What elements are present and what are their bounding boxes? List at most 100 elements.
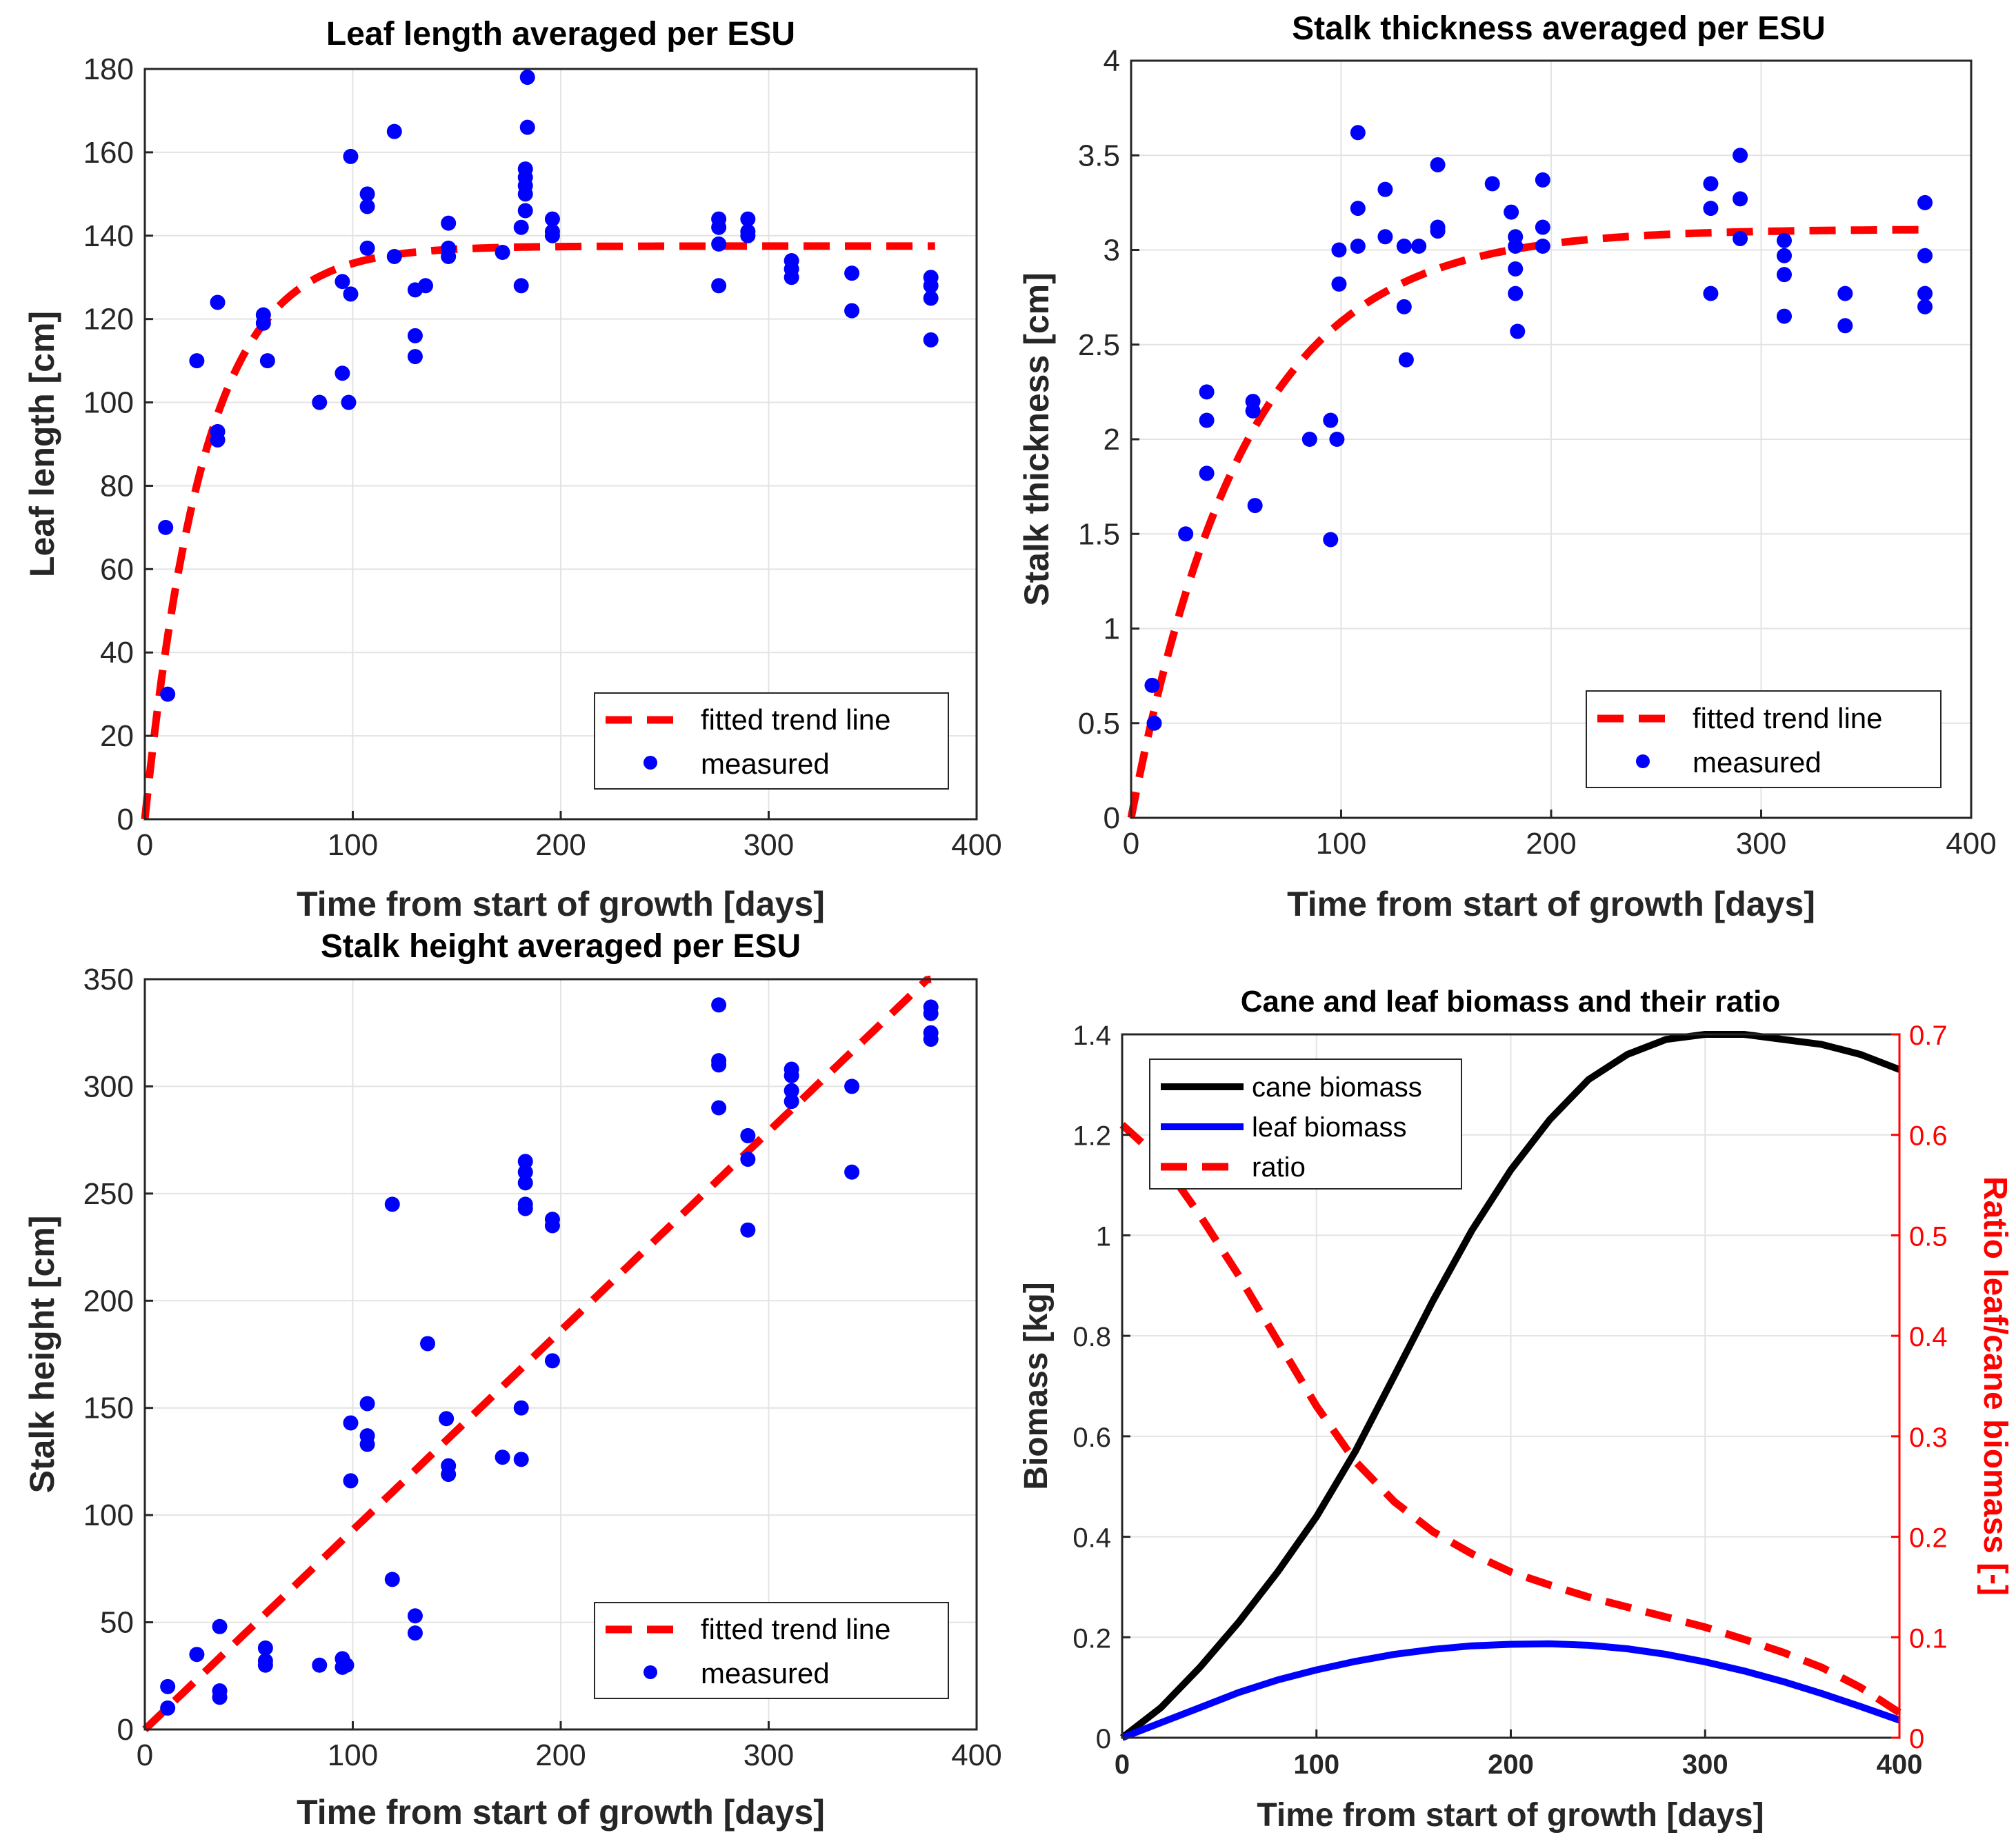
measured-point — [1247, 498, 1263, 514]
ticks-leaf-length: 0 100 200 300 400 0 20 40 60 80 100 120 140 160 180 — [83, 52, 1002, 862]
y-right-tick-label: 0.1 — [1909, 1623, 1948, 1654]
y-right-tick-label: 0.7 — [1909, 1021, 1948, 1051]
legend-label-fit: fitted trend line — [1693, 702, 1883, 734]
y-tick-label: 140 — [83, 219, 134, 253]
measured-point — [784, 270, 799, 285]
measured-point — [740, 1152, 756, 1167]
panel-stalk-height: 0 100 200 300 400 0 50 100 150 200 250 300 350 Stalk… — [23, 928, 1002, 1832]
measured-point — [544, 1218, 560, 1234]
legend-measured-swatch — [1636, 754, 1650, 768]
fitted-trend-line — [141, 242, 935, 820]
y-right-tick-label: 0 — [1909, 1724, 1924, 1754]
measured-point — [158, 519, 174, 535]
y-tick-label: 0.2 — [1072, 1623, 1111, 1654]
measured-point — [210, 294, 226, 310]
y-tick-label: 0 — [117, 1713, 134, 1747]
x-tick-label: 0 — [1123, 827, 1139, 861]
ticks-biomass: 0 100 200 300 40000.20.40.60.811.21.400.10.2… — [1072, 1021, 1947, 1780]
fitted-trend-line — [1127, 225, 1930, 819]
measured-point — [740, 1222, 756, 1238]
measured-point — [189, 353, 205, 369]
y-tick-label: 150 — [83, 1392, 134, 1425]
measured-point — [359, 1436, 375, 1452]
y-tick-label: 1.2 — [1072, 1121, 1111, 1152]
cane-biomass-line — [1119, 1031, 1901, 1740]
measured-point — [1199, 465, 1215, 481]
legend-label-measured: measured — [1693, 746, 1822, 779]
measured-point — [1411, 239, 1427, 254]
y-axis-label-right-biomass: Ratio leaf/cane biomass [-] — [1977, 1176, 2013, 1596]
measured-point — [513, 278, 529, 294]
measured-point — [544, 228, 560, 243]
y-tick-label: 60 — [100, 552, 134, 586]
measured-point — [711, 1100, 727, 1116]
y-right-tick-label: 0.3 — [1909, 1423, 1948, 1453]
y-tick-label: 250 — [83, 1177, 134, 1211]
measured-point — [418, 278, 434, 294]
measured-point — [1837, 318, 1853, 334]
measured-point — [544, 211, 560, 227]
measured-point — [495, 1449, 510, 1465]
measured-point — [1350, 239, 1366, 254]
measured-point — [1331, 276, 1347, 292]
measured-point — [711, 236, 727, 252]
measured-point — [343, 1415, 359, 1431]
measured-point — [519, 70, 535, 86]
measured-point — [386, 123, 402, 139]
leaf-biomass-line — [1121, 1640, 1901, 1741]
measured-point — [359, 1396, 375, 1412]
y-tick-label: 80 — [100, 469, 134, 503]
ratio-line — [1119, 1122, 1902, 1716]
panel-stalk-thickness: 0 100 200 300 400 0 0.5 1 1.5 2 2.5 3 3.5 4 Stalk thi… — [1017, 10, 1997, 923]
measured-point — [923, 1005, 939, 1021]
y-tick-label: 0 — [1096, 1724, 1111, 1754]
chart-title-leaf-length: Leaf length averaged per ESU — [326, 16, 795, 52]
measured-point — [1776, 267, 1792, 283]
measured-point — [1377, 229, 1393, 245]
legend-label-fit: fitted trend line — [701, 703, 891, 736]
measured-point — [160, 1700, 176, 1716]
legend-label-ratio: ratio — [1252, 1152, 1306, 1183]
y-tick-label: 200 — [83, 1284, 134, 1318]
y-right-tick-label: 0.6 — [1909, 1121, 1948, 1152]
y-tick-label: 350 — [83, 963, 134, 996]
measured-point — [1329, 432, 1345, 447]
measured-point — [1396, 239, 1412, 254]
y-tick-label: 0.6 — [1072, 1423, 1111, 1453]
measured-point — [844, 1078, 860, 1094]
measured-point — [1350, 201, 1366, 217]
measured-point — [1398, 352, 1414, 368]
measured-point — [212, 1618, 228, 1634]
measured-point — [255, 315, 271, 331]
measured-point — [407, 349, 423, 365]
legend-measured-swatch — [643, 1665, 657, 1679]
measured-point — [1144, 677, 1160, 693]
x-tick-label: 0 — [137, 828, 153, 862]
measured-point — [517, 1201, 533, 1216]
y-tick-label: 3.5 — [1078, 139, 1120, 172]
y-tick-label: 300 — [83, 1070, 134, 1103]
y-axis-label-biomass: Biomass [kg] — [1018, 1282, 1055, 1489]
plot-area-biomass — [1119, 1031, 1902, 1741]
measured-point — [384, 1572, 400, 1587]
measured-point — [343, 1473, 359, 1489]
measured-point — [1146, 715, 1162, 731]
panel-leaf-length: 0 100 200 300 400 0 20 40 60 80 100 120 140 160 180 Le… — [23, 16, 1002, 923]
measured-point — [1331, 242, 1347, 258]
measured-point — [384, 1196, 400, 1212]
measured-point — [1917, 248, 1933, 263]
measured-point — [923, 278, 939, 294]
measured-point — [1535, 172, 1550, 188]
x-tick-label: 200 — [535, 828, 586, 862]
y-tick-label: 50 — [100, 1606, 134, 1640]
measured-point — [711, 997, 727, 1013]
y-right-tick-label: 0.5 — [1909, 1221, 1948, 1252]
measured-point — [1535, 219, 1550, 235]
chart-title-stalk-thickness: Stalk thickness averaged per ESU — [1292, 10, 1826, 47]
measured-point — [517, 203, 533, 219]
measured-point — [1917, 194, 1933, 210]
y-tick-label: 180 — [83, 52, 134, 86]
measured-point — [386, 249, 402, 264]
legend-label-leaf: leaf biomass — [1252, 1112, 1407, 1143]
